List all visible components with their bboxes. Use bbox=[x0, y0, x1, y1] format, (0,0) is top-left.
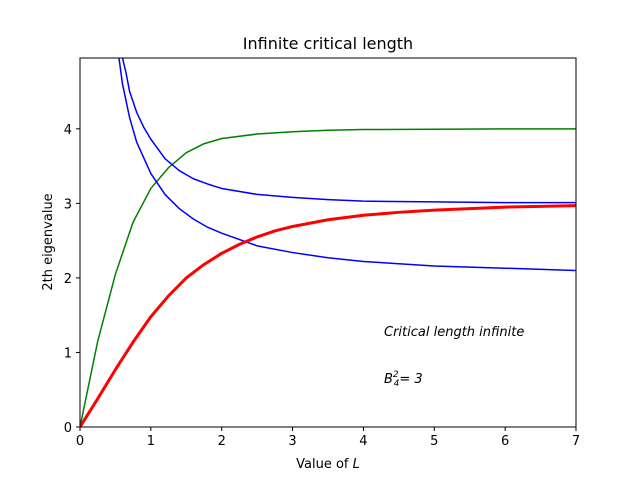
y-axis-label: 2th eigenvalue bbox=[41, 193, 56, 290]
x-axis-label-prefix: Value of bbox=[296, 457, 353, 472]
annotation-b4-value: B2 4= 3 bbox=[384, 370, 423, 389]
y-tick-label: 1 bbox=[64, 346, 72, 361]
x-axis-label: Value of L bbox=[296, 457, 360, 472]
y-tick-label: 2 bbox=[64, 272, 72, 287]
x-tick-label: 0 bbox=[76, 434, 84, 449]
series-line-1 bbox=[80, 128, 576, 427]
y-tick-label: 3 bbox=[64, 197, 72, 212]
series-line-3 bbox=[121, 58, 576, 204]
x-axis-label-variable: L bbox=[353, 457, 360, 472]
annotation-b4-sup: 2 bbox=[393, 370, 399, 380]
annotation-b4-base: B bbox=[384, 372, 393, 387]
annotation-critical-length: Critical length infinite bbox=[384, 325, 524, 340]
y-axis: 0 1 2 3 4 bbox=[64, 123, 80, 436]
annotation-b4-sub: 4 bbox=[394, 379, 400, 389]
series-line-4 bbox=[80, 204, 576, 427]
x-tick-label: 6 bbox=[501, 434, 509, 449]
annotation-b4-eq: = 3 bbox=[399, 372, 422, 387]
y-tick-label: 0 bbox=[64, 421, 72, 436]
y-tick-label: 4 bbox=[64, 123, 72, 138]
x-tick-label: 1 bbox=[147, 434, 155, 449]
x-tick-label: 2 bbox=[218, 434, 226, 449]
x-axis: 0 1 2 3 4 5 6 7 bbox=[76, 427, 580, 449]
x-tick-label: 3 bbox=[288, 434, 296, 449]
plot-frame bbox=[79, 57, 577, 428]
x-tick-label: 5 bbox=[430, 434, 438, 449]
x-tick-label: 4 bbox=[359, 434, 367, 449]
series-layer bbox=[80, 58, 576, 427]
x-tick-label: 7 bbox=[572, 434, 580, 449]
series-line-2 bbox=[118, 58, 576, 272]
chart-title: Infinite critical length bbox=[243, 34, 413, 53]
